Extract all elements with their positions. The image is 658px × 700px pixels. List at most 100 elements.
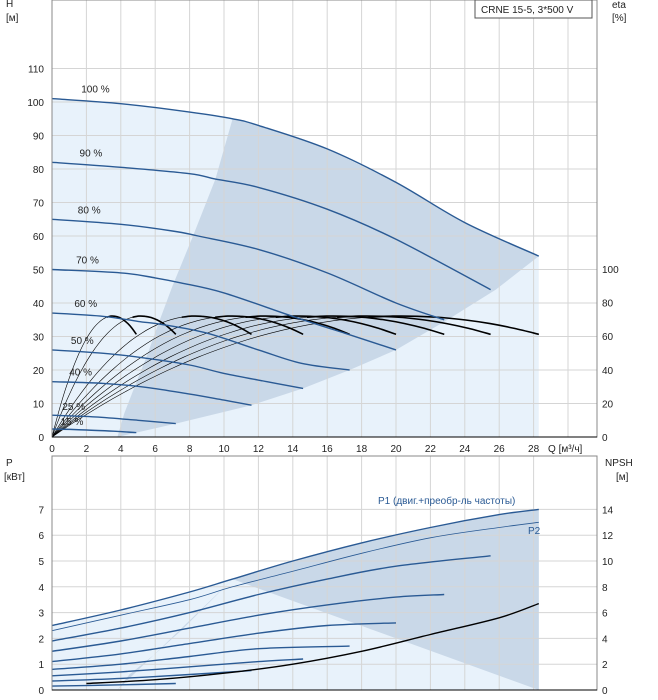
h-tick-label: 80 [33,165,45,176]
p1-curve-100 [51,508,539,627]
h-tick-label: 110 [28,65,44,76]
p1-curve-50 [51,658,304,677]
npsh-tick-label: 10 [602,557,614,568]
npsh-tick-label: 12 [602,531,614,542]
speed-label: 100 % [81,85,109,96]
speed-labels: 100 % 90 % 80 % 70 % 60 % 50 % 40 % 25 % 15 % [61,85,110,428]
p-tick-label: 0 [38,686,44,697]
h-tick-label: 60 [33,232,45,243]
eta-curve-bold-90 [337,315,491,336]
title-box-text: CRNE 15-5, 3*500 V [481,5,574,16]
eta-axis-name: eta [612,0,626,11]
npsh-tick-label: 2 [602,660,608,671]
eta-tick-label: 40 [602,366,614,377]
eta-curve-bold-25 [132,315,177,335]
p1-curve-90 [51,555,491,642]
head-curve-25 [51,414,176,425]
h-tick-label: 30 [33,333,45,344]
npsh-tick-label: 6 [602,609,608,620]
upper-grid [51,0,597,438]
p1-curve-40 [51,669,252,682]
h-tick-label: 90 [33,132,45,143]
eta-curve-bold-100 [368,315,539,336]
q-tick-label: 12 [253,444,265,455]
power-curves [51,508,540,687]
q-tick-label: 24 [459,444,471,455]
p-tick-label: 5 [38,557,44,568]
p-tick-label: 7 [38,505,44,516]
p1-curve-80 [51,593,445,652]
npsh-tick-label: 8 [602,583,608,594]
h-tick-label: 20 [33,366,45,377]
lower-operating-area [117,509,539,690]
p1-curve-70 [51,622,397,663]
npsh-tick-label: 14 [602,505,614,516]
speed-label: 40 % [69,368,92,379]
upper-operating-area [117,118,539,438]
q-tick-label: 20 [390,444,402,455]
p-tick-label: 1 [38,660,44,671]
h-tick-label: 10 [33,400,45,411]
p-axis-unit: [кВт] [4,472,25,483]
q-tick-label: 22 [425,444,437,455]
h-axis-name: H [6,0,13,10]
head-curve-90 [51,161,491,291]
q-tick-label: 10 [218,444,230,455]
head-curve-15 [51,428,137,434]
speed-label: 50 % [71,336,94,347]
p2-curve-label: P2 [528,526,541,537]
eta-curve-bold-70 [275,315,397,336]
speed-label: 25 % [62,402,85,413]
speed-label: 90 % [80,148,103,159]
head-curve-70 [51,268,397,351]
head-curve-100 [51,97,540,257]
p-axis-name: P [6,458,13,469]
eta-axis-unit: [%] [612,13,627,24]
h-axis-unit: [м] [6,13,19,24]
speed-label: 70 % [76,256,99,267]
h-tick-label: 70 [33,199,45,210]
q-tick-label: 26 [494,444,506,455]
q-axis-unit: [м³/ч] [559,444,583,455]
q-axis-name: Q [548,444,556,455]
q-tick-label: 16 [322,444,334,455]
eta-tick-label: 0 [602,433,608,444]
q-tick-label: 18 [356,444,368,455]
eta-tick-label: 20 [602,399,614,410]
head-curve-40 [51,381,252,406]
npsh-axis-name: NPSH [605,458,633,469]
q-tick-label: 8 [187,444,193,455]
p2-curve-100 [51,521,539,632]
p1-curve-60 [51,645,350,671]
npsh-tick-label: 0 [602,686,608,697]
q-axis-label: Q [м³/ч] [548,444,583,455]
title-box [474,0,593,19]
q-tick-label: 28 [528,444,540,455]
speed-label: 15 % [61,417,84,428]
head-curve-60 [51,312,350,371]
p-tick-label: 3 [38,609,44,620]
eta-curve-bold-40 [181,315,252,335]
p1-curve-label: P1 (двиг.+преобр-ль частоты) [378,495,515,507]
h-tick-label: 40 [33,299,45,310]
npsh-tick-label: 4 [602,634,608,645]
p-tick-label: 6 [38,531,44,542]
head-curves [51,97,540,434]
h-tick-label: 0 [38,433,44,444]
q-tick-label: 2 [84,444,90,455]
eta-tick-label: 100 [602,265,619,276]
p-tick-label: 4 [38,583,44,594]
p1-curve-25 [51,682,176,687]
eta-tick-label: 80 [602,299,614,310]
speed-label: 80 % [78,205,101,216]
head-curve-50 [51,349,304,390]
p-tick-label: 2 [38,634,44,645]
h-tick-label: 50 [33,266,45,277]
h-tick-label: 100 [27,98,44,109]
head-curve-80 [51,218,445,321]
eta-tick-label: 60 [602,332,614,343]
